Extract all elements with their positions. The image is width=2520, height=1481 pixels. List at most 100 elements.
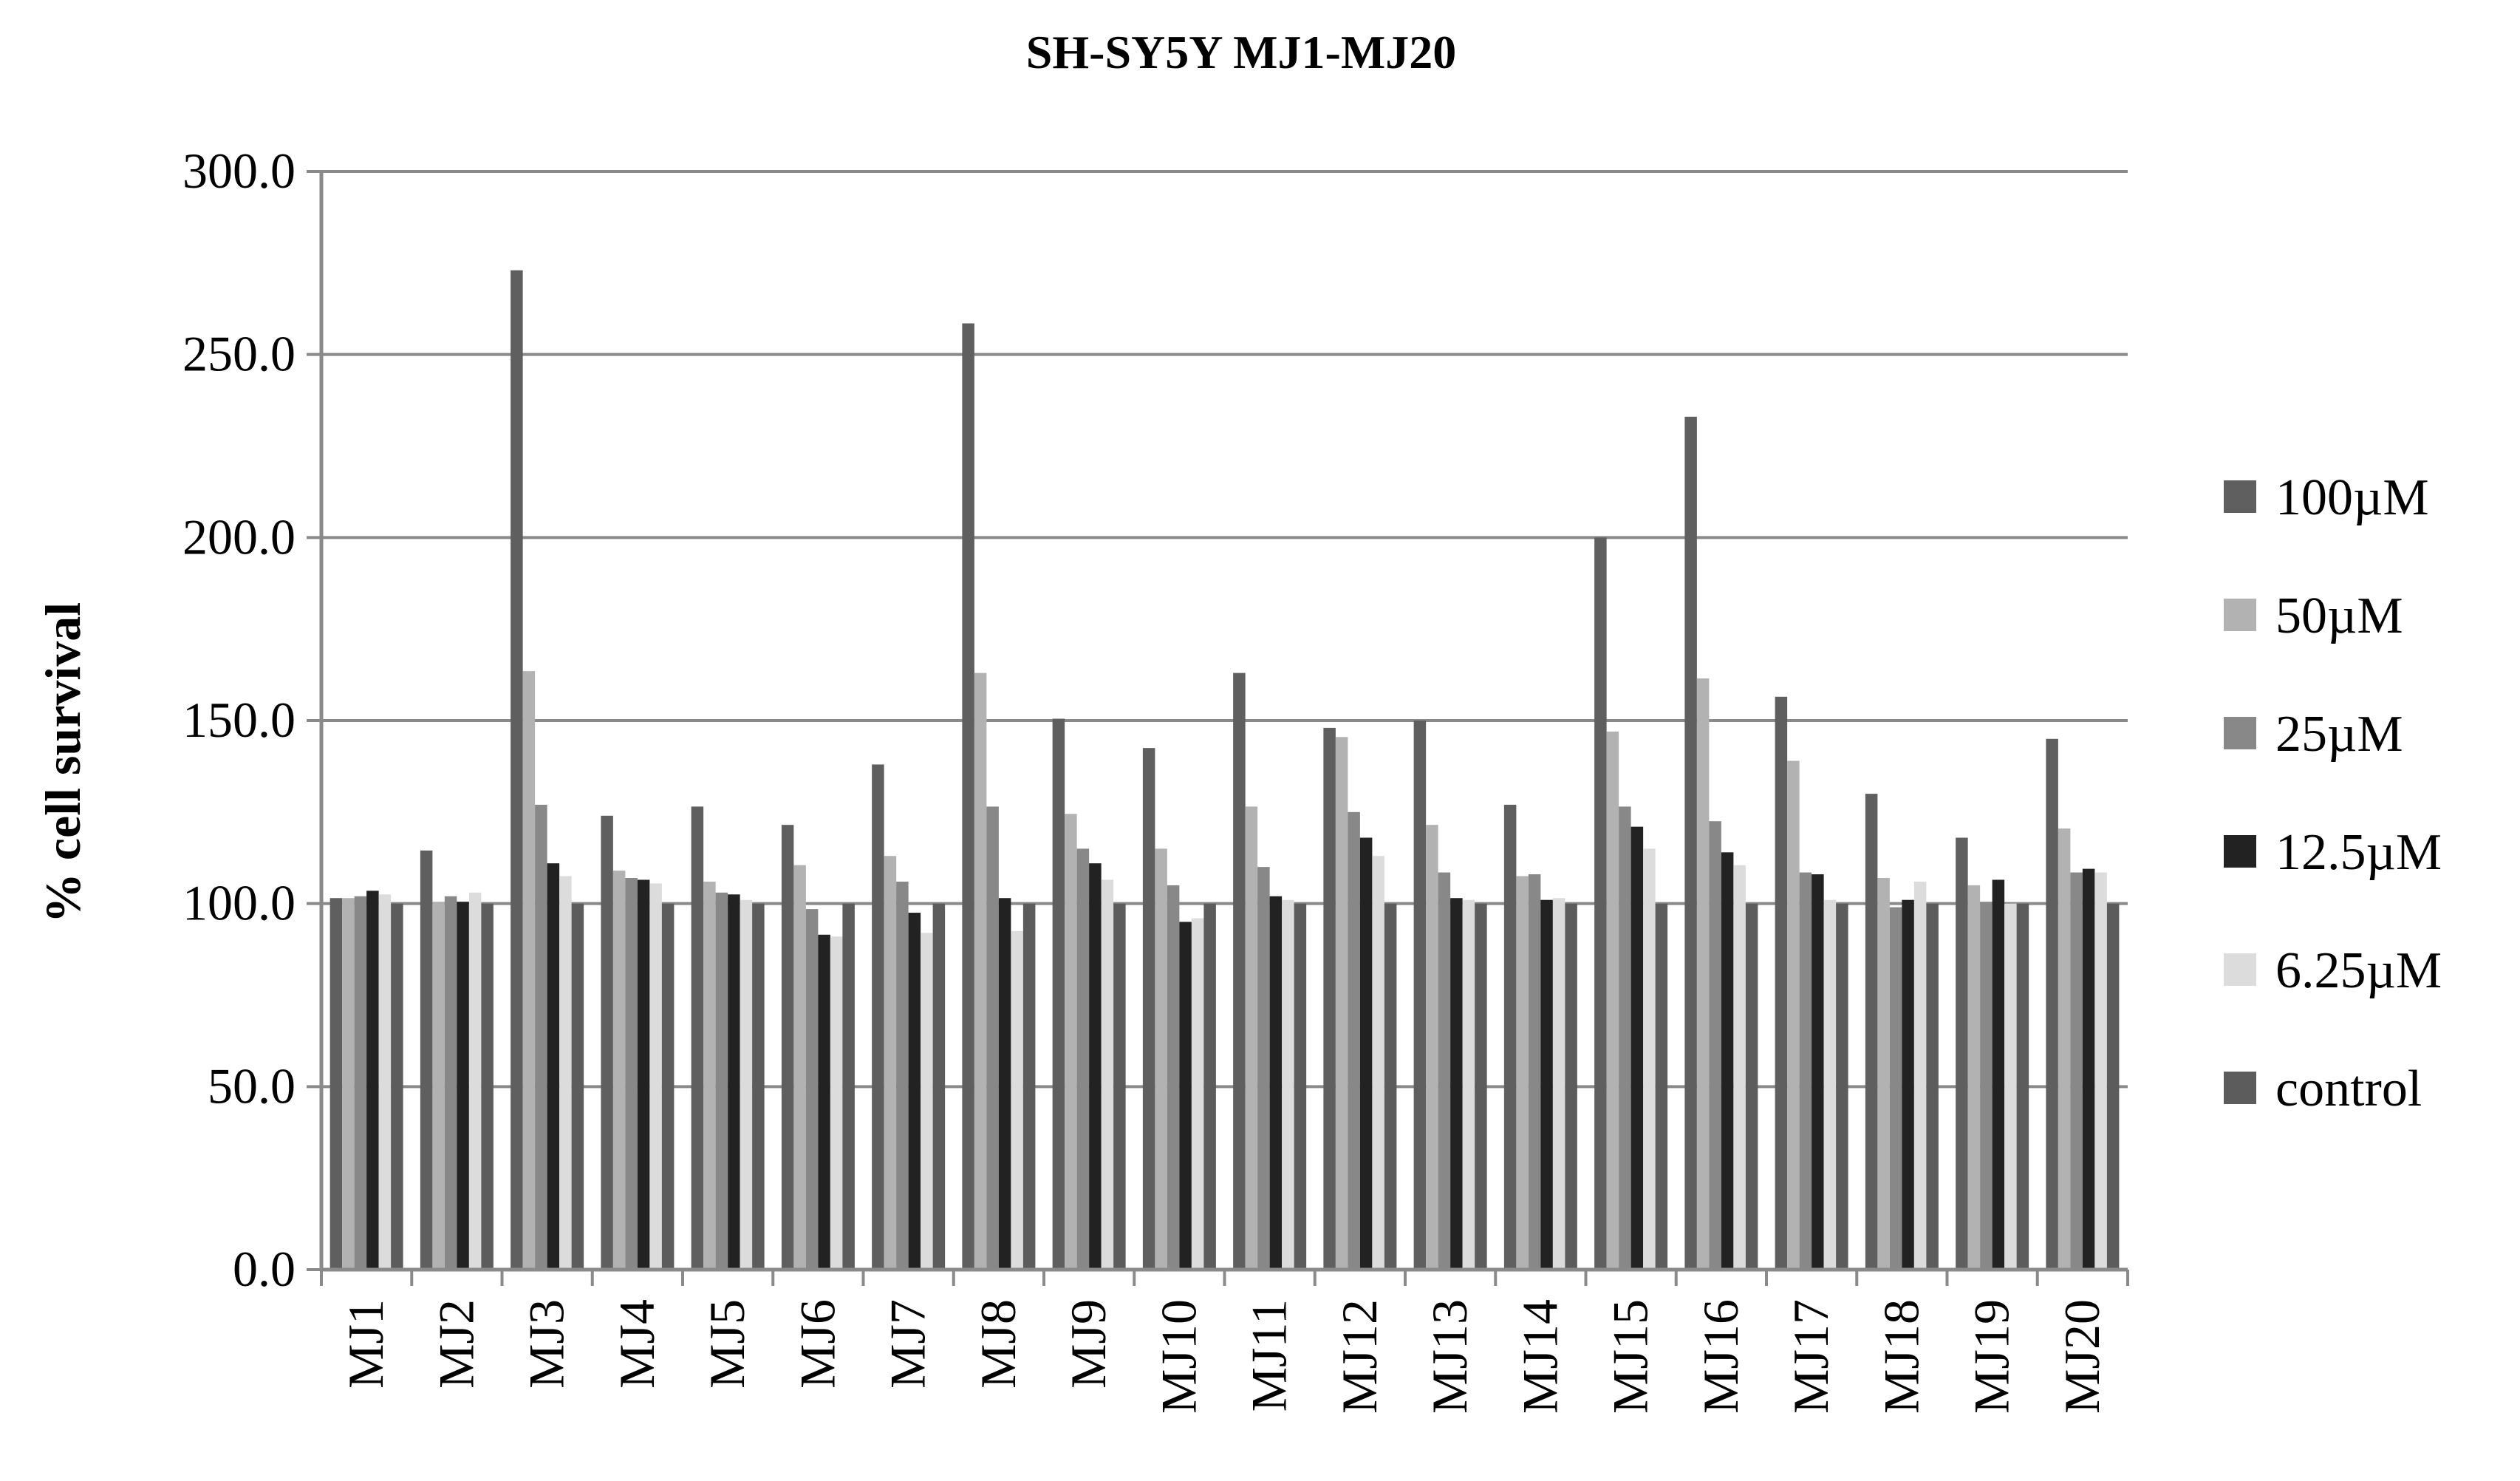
- bar: [432, 902, 445, 1270]
- bar: [1142, 748, 1155, 1270]
- legend-swatch: [2224, 835, 2256, 868]
- bar: [1992, 879, 2005, 1270]
- bar: [601, 815, 613, 1270]
- bar: [2016, 903, 2029, 1270]
- bar: [1245, 806, 1258, 1270]
- bar: [535, 804, 547, 1270]
- bar: [1462, 899, 1475, 1270]
- bar: [974, 673, 987, 1270]
- x-tick-label: MJ15: [1602, 1299, 1659, 1414]
- chart-title: SH-SY5Y MJ1-MJ20: [1026, 26, 1456, 78]
- legend-label: 25µM: [2275, 706, 2403, 763]
- bar: [1384, 903, 1397, 1270]
- bar: [1359, 837, 1373, 1270]
- x-tick-label: MJ6: [789, 1299, 845, 1389]
- bar: [1089, 863, 1102, 1270]
- y-tick-label: 200.0: [182, 508, 296, 565]
- bar: [1438, 872, 1451, 1270]
- x-tick-label: MJ3: [519, 1299, 575, 1389]
- bar: [1799, 872, 1812, 1270]
- y-tick-label: 300.0: [182, 143, 296, 199]
- y-tick-label: 0.0: [233, 1241, 296, 1297]
- bar: [522, 671, 536, 1270]
- bar: [354, 896, 367, 1270]
- bar: [1503, 804, 1517, 1270]
- x-tick-label: MJ13: [1421, 1299, 1478, 1414]
- legend-swatch: [2224, 953, 2256, 986]
- bar: [986, 806, 999, 1270]
- bar: [830, 936, 843, 1270]
- bar: [1631, 826, 1644, 1270]
- bar: [1823, 899, 1837, 1270]
- bar: [1877, 877, 1890, 1270]
- bar: [547, 863, 560, 1270]
- bar: [1022, 903, 1036, 1270]
- bar: [1052, 718, 1065, 1270]
- bar: [1787, 760, 1800, 1270]
- bar: [342, 898, 355, 1270]
- bar: [1426, 825, 1438, 1270]
- bar: [703, 881, 716, 1270]
- bar: [805, 909, 819, 1270]
- bar: [740, 899, 753, 1270]
- axes: [319, 171, 2129, 1286]
- bar: [1902, 899, 1914, 1270]
- x-tick-label: MJ20: [2054, 1299, 2110, 1414]
- bar: [921, 933, 933, 1270]
- bar: [2106, 903, 2120, 1270]
- bar: [1179, 922, 1192, 1270]
- y-axis-label: % cell survival: [35, 602, 91, 923]
- legend-label: 100µM: [2275, 469, 2429, 526]
- bar: [1775, 696, 1788, 1270]
- bar: [1709, 821, 1721, 1270]
- bar: [329, 898, 343, 1270]
- x-tick-label: MJ18: [1873, 1299, 1929, 1414]
- legend-swatch: [2224, 717, 2256, 749]
- x-tick-label: MJ12: [1331, 1299, 1387, 1414]
- y-tick-label: 100.0: [182, 875, 296, 931]
- x-tick-label: MJ2: [428, 1299, 484, 1389]
- bar: [1696, 678, 1710, 1270]
- bar: [1203, 903, 1216, 1270]
- bar: [1323, 727, 1336, 1270]
- legend-label: 6.25µM: [2275, 942, 2442, 999]
- bar: [715, 892, 728, 1270]
- bar: [1269, 896, 1283, 1270]
- y-tick-label: 250.0: [182, 326, 296, 382]
- bar: [793, 865, 806, 1270]
- legend-label: 50µM: [2275, 588, 2403, 644]
- bar: [1282, 899, 1294, 1270]
- bar: [998, 898, 1011, 1270]
- bar: [1113, 903, 1126, 1270]
- bar: [1076, 848, 1090, 1270]
- bar: [1101, 879, 1114, 1270]
- bar: [1812, 874, 1824, 1270]
- bar: [728, 894, 740, 1270]
- x-tick-label: MJ19: [1964, 1299, 2020, 1414]
- x-tick-label: MJ9: [1060, 1299, 1116, 1389]
- bar: [1565, 903, 1577, 1270]
- bar: [1643, 848, 1656, 1270]
- legend-label: 12.5µM: [2275, 824, 2442, 881]
- bar: [378, 894, 392, 1270]
- bar: [468, 892, 482, 1270]
- bar: [1733, 865, 1746, 1270]
- bar: [625, 877, 638, 1270]
- bar: [1191, 918, 1204, 1270]
- bar: [1155, 848, 1167, 1270]
- bar: [908, 913, 921, 1270]
- bar: [1540, 899, 1553, 1270]
- bar: [1528, 874, 1541, 1270]
- bar: [1167, 885, 1180, 1270]
- bar: [1516, 876, 1529, 1270]
- x-tick-label: MJ7: [880, 1299, 936, 1389]
- y-tick-labels: 0.0 50.0 100.0 150.0 200.0 250.0 300.0: [182, 143, 296, 1297]
- x-tick-label: MJ11: [1241, 1299, 1297, 1412]
- bar: [661, 903, 675, 1270]
- bar: [1552, 898, 1565, 1270]
- bar: [2070, 872, 2083, 1270]
- bar: [457, 902, 469, 1270]
- bar: [1233, 673, 1246, 1270]
- bar: [571, 903, 584, 1270]
